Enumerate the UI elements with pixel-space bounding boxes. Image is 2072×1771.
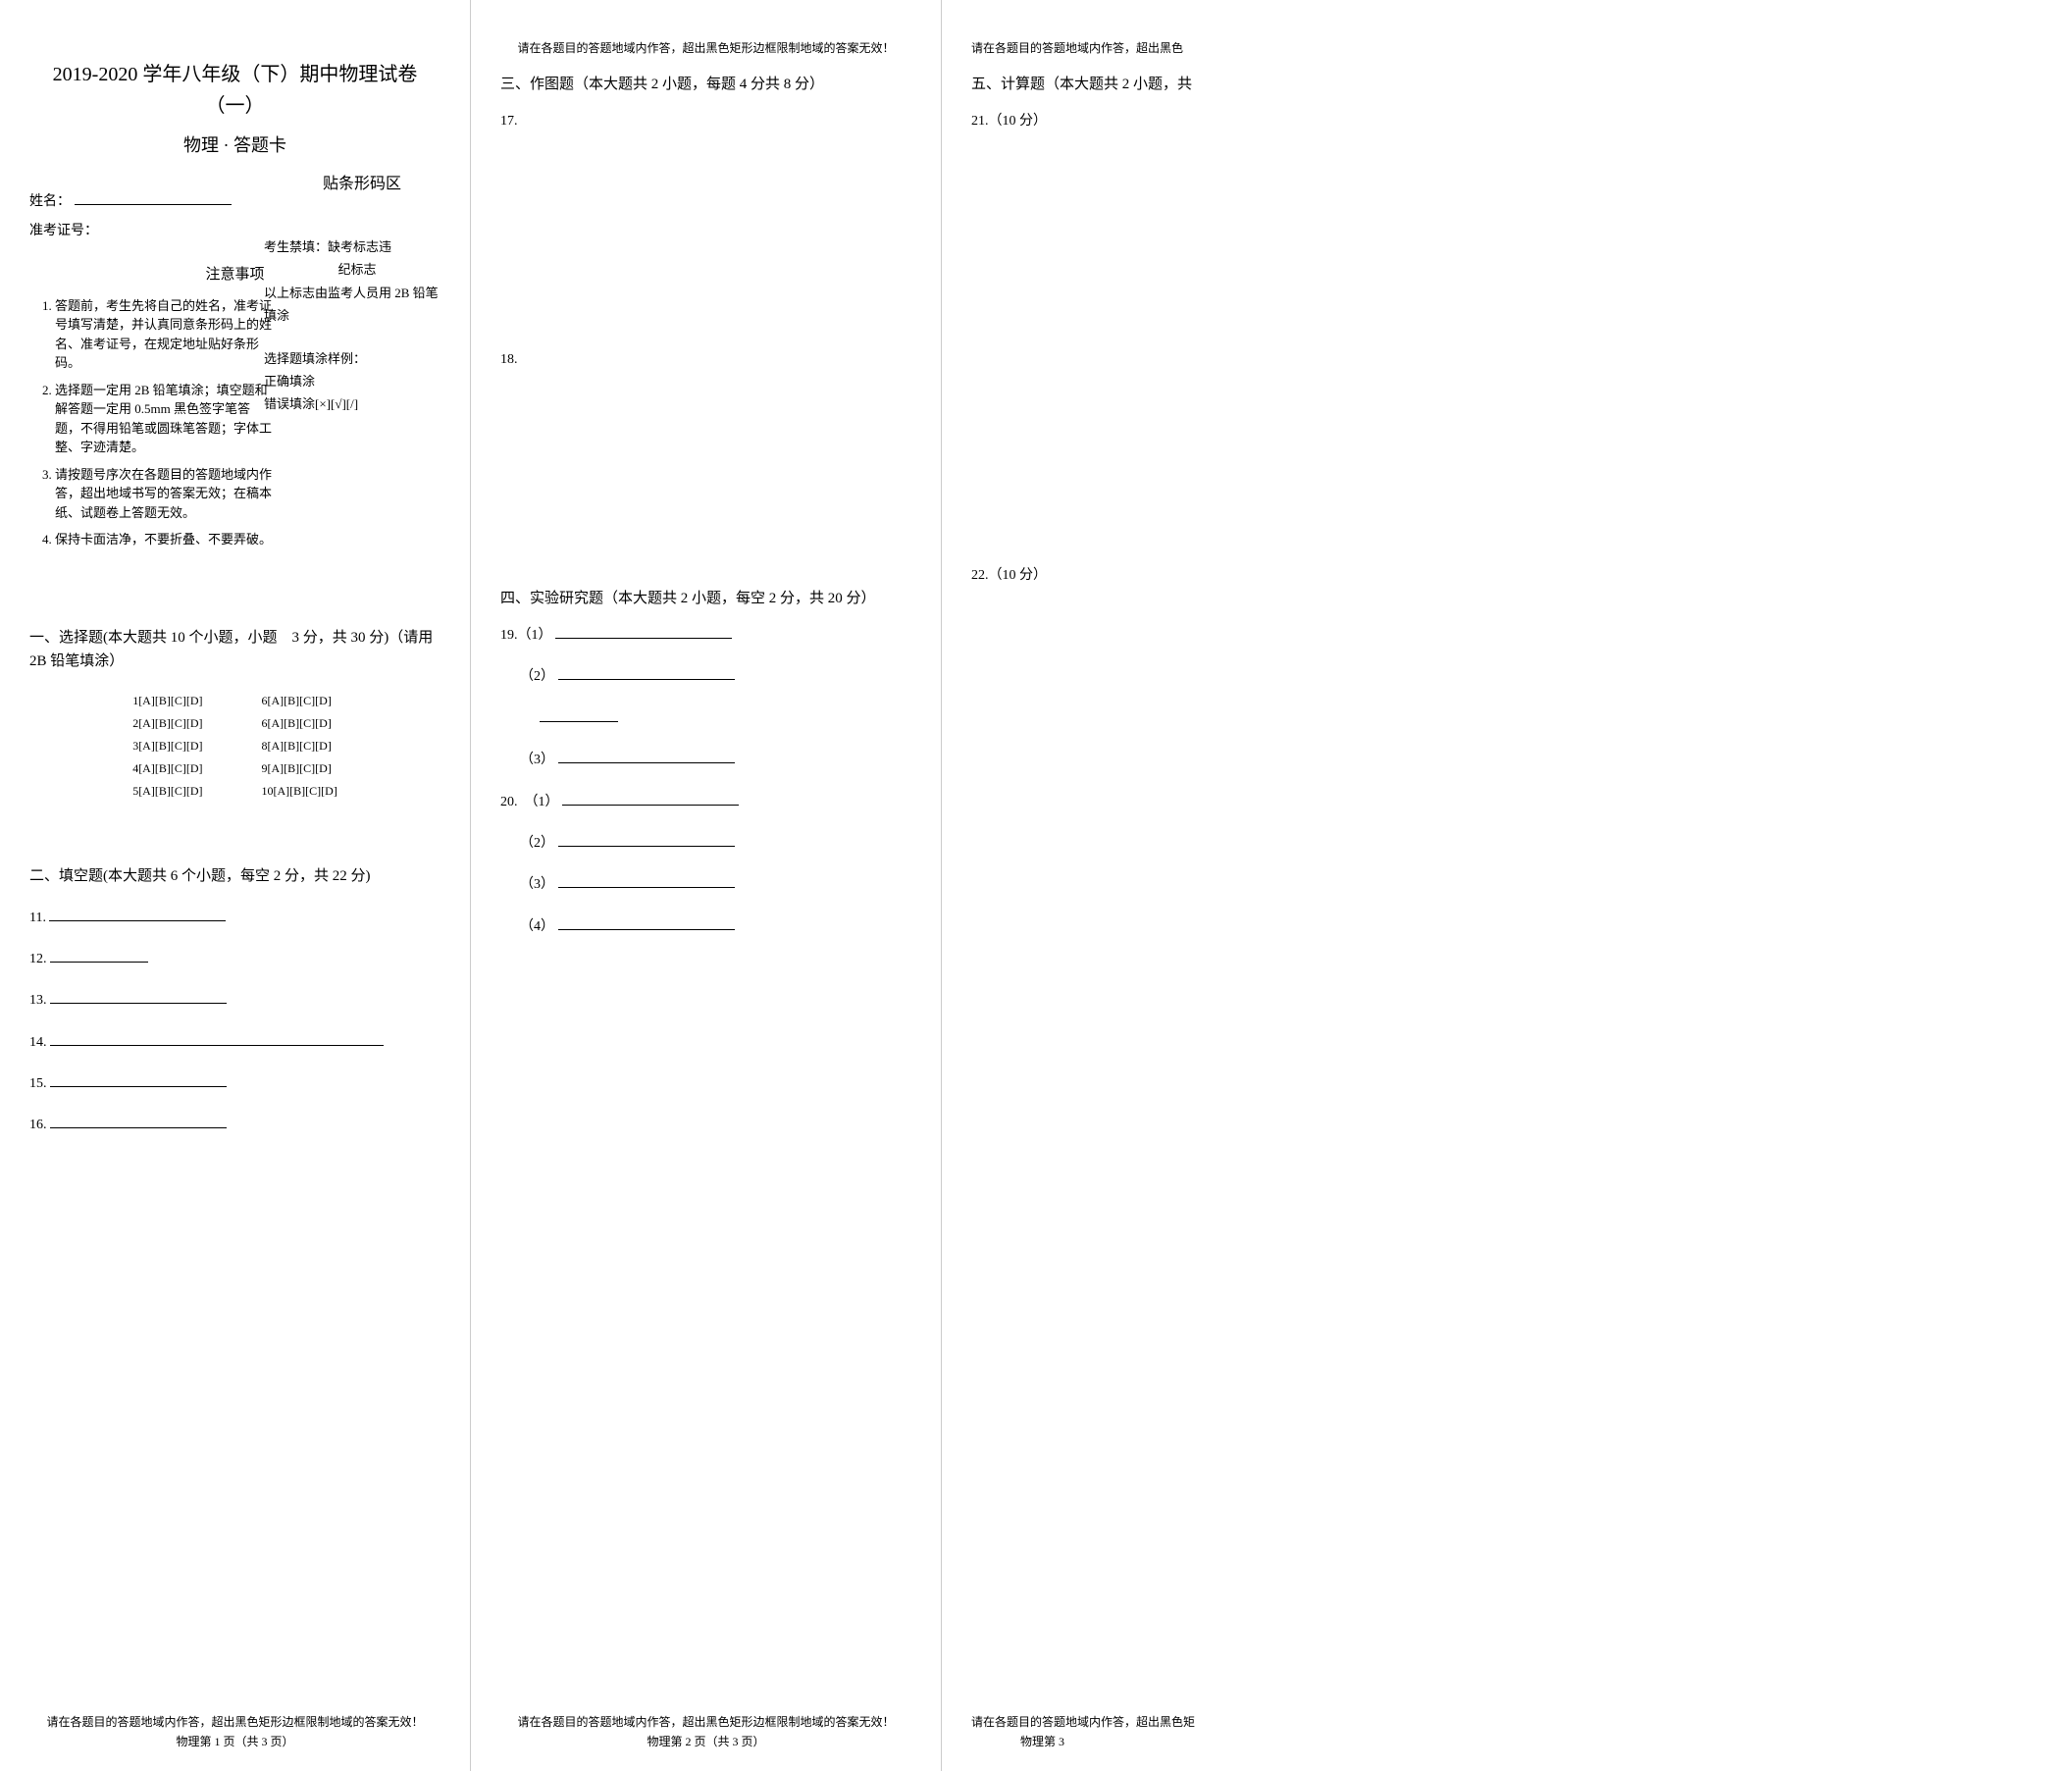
fill-blank[interactable]: [558, 874, 735, 888]
sub-item: （2）: [520, 666, 911, 688]
fill-blank[interactable]: [50, 949, 148, 963]
subtitle: 物理 · 答题卡: [29, 131, 440, 160]
name-label: 姓名：: [29, 194, 71, 209]
main-title: 2019-2020 学年八年级（下）期中物理试卷（一）: [29, 59, 440, 122]
section-1-title: 一、选择题(本大题共 10 个小题，小题 3 分，共 30 分)（请用 2B 铅…: [29, 626, 440, 673]
mc-option[interactable]: 6[A][B][C][D]: [262, 714, 337, 733]
exam-mark-line: 以上标志由监考人员用 2B 铅笔填涂: [264, 282, 450, 328]
exam-mark-line: 选择题填涂样例：: [264, 347, 450, 370]
notice-item: 保持卡面洁净，不要折叠、不要弄破。: [55, 530, 275, 549]
page-1: 2019-2020 学年八年级（下）期中物理试卷（一） 物理 · 答题卡 姓名：…: [0, 0, 471, 1771]
answer-sheet: 2019-2020 学年八年级（下）期中物理试卷（一） 物理 · 答题卡 姓名：…: [0, 0, 2072, 1771]
fill-blank[interactable]: [50, 1032, 384, 1046]
top-warning: 请在各题目的答题地域内作答，超出黑色矩形边框限制地域的答案无效！: [500, 39, 911, 58]
fill-item: 15.: [29, 1073, 440, 1095]
q-num: 15.: [29, 1076, 47, 1091]
page-3: 请在各题目的答题地域内作答，超出黑色 五、计算题（本大题共 2 小题，共 21.…: [942, 0, 1393, 1771]
fill-blank[interactable]: [50, 1115, 227, 1128]
q21-label: 21.（10 分）: [971, 111, 1364, 132]
fill-blank[interactable]: [558, 916, 735, 930]
fill-blank[interactable]: [555, 625, 732, 639]
section-3-title: 三、作图题（本大题共 2 小题，每题 4 分共 8 分）: [500, 73, 911, 96]
section-2-title: 二、填空题(本大题共 6 个小题，每空 2 分，共 22 分): [29, 864, 440, 888]
drawing-area-17[interactable]: [500, 143, 911, 339]
page-number: 物理第 1 页（共 3 页）: [0, 1733, 470, 1751]
bottom-warning: 请在各题目的答题地域内作答，超出黑色矩形边框限制地域的答案无效！: [471, 1713, 941, 1732]
mc-col-left: 1[A][B][C][D] 2[A][B][C][D] 3[A][B][C][D…: [132, 688, 202, 806]
mc-option[interactable]: 9[A][B][C][D]: [262, 759, 337, 778]
q22-label: 22.（10 分）: [971, 565, 1364, 587]
sub-item: [540, 708, 911, 730]
notice-item: 选择题一定用 2B 铅笔填涂；填空题和解答题一定用 0.5mm 黑色签字笔答题，…: [55, 381, 275, 457]
fill-item: 11.: [29, 908, 440, 929]
exam-mark-line: 正确填涂: [264, 370, 450, 392]
sub-item: （3）: [520, 750, 911, 771]
q19-label: 19.（1）: [500, 625, 911, 647]
exam-mark-line: 考生禁填：缺考标志违: [264, 235, 450, 258]
mc-option[interactable]: 1[A][B][C][D]: [132, 692, 202, 710]
q-num: 16.: [29, 1118, 47, 1132]
sub-item: （4）: [520, 916, 911, 938]
q20-label: 20. （1）: [500, 792, 911, 813]
fill-blank[interactable]: [50, 1073, 227, 1087]
barcode-area: 贴条形码区: [284, 172, 440, 197]
calc-area-21[interactable]: [971, 143, 1364, 555]
fill-item: 12.: [29, 949, 440, 970]
mc-grid: 1[A][B][C][D] 2[A][B][C][D] 3[A][B][C][D…: [29, 688, 440, 806]
exam-marks-box: 考生禁填：缺考标志违 纪标志 以上标志由监考人员用 2B 铅笔填涂 选择题填涂样…: [264, 235, 450, 416]
fill-blank[interactable]: [540, 708, 618, 722]
drawing-area-18[interactable]: [500, 381, 911, 577]
mc-option[interactable]: 8[A][B][C][D]: [262, 737, 337, 755]
ticket-label: 准考证号：: [29, 224, 98, 238]
sub-item: （2）: [520, 833, 911, 855]
fill-blank[interactable]: [50, 990, 227, 1004]
fill-item: 14.: [29, 1032, 440, 1054]
fill-item: 13.: [29, 990, 440, 1012]
fill-blank[interactable]: [562, 792, 739, 806]
notice-item: 请按题号序次在各题目的答题地域内作答，超出地域书写的答案无效；在稿本纸、试题卷上…: [55, 465, 275, 523]
barcode-label: 贴条形码区: [323, 176, 401, 192]
mc-col-right: 6[A][B][C][D] 6[A][B][C][D] 8[A][B][C][D…: [262, 688, 337, 806]
q17-label: 17.: [500, 111, 911, 132]
bottom-warning: 请在各题目的答题地域内作答，超出黑色矩形边框限制地域的答案无效！: [0, 1713, 470, 1732]
q-num: 12.: [29, 952, 47, 966]
mc-option[interactable]: 3[A][B][C][D]: [132, 737, 202, 755]
exam-mark-line: 纪标志: [264, 258, 450, 281]
mc-option[interactable]: 10[A][B][C][D]: [262, 782, 337, 801]
section-4-title: 四、实验研究题（本大题共 2 小题，每空 2 分，共 20 分）: [500, 587, 911, 610]
page-number: 物理第 3: [942, 1733, 1393, 1751]
q-num: 14.: [29, 1035, 47, 1050]
q-num: 11.: [29, 911, 46, 925]
fill-item: 16.: [29, 1115, 440, 1136]
notice-item: 答题前，考生先将自己的姓名，准考证号填写清楚，并认真同意条形码上的姓名、准考证号…: [55, 296, 275, 373]
mc-option[interactable]: 4[A][B][C][D]: [132, 759, 202, 778]
mc-option[interactable]: 6[A][B][C][D]: [262, 692, 337, 710]
fill-blank[interactable]: [558, 666, 735, 680]
fill-blank[interactable]: [558, 750, 735, 763]
page-2: 请在各题目的答题地域内作答，超出黑色矩形边框限制地域的答案无效！ 三、作图题（本…: [471, 0, 942, 1771]
section-5-title: 五、计算题（本大题共 2 小题，共: [971, 73, 1364, 96]
q18-label: 18.: [500, 349, 911, 371]
fill-blank[interactable]: [558, 833, 735, 847]
exam-mark-line: 错误填涂[×][√][/]: [264, 392, 450, 415]
fill-blank[interactable]: [49, 908, 226, 921]
page-number: 物理第 2 页（共 3 页）: [471, 1733, 941, 1751]
notice-list: 答题前，考生先将自己的姓名，准考证号填写清楚，并认真同意条形码上的姓名、准考证号…: [29, 296, 275, 549]
mc-option[interactable]: 5[A][B][C][D]: [132, 782, 202, 801]
sub-item: （3）: [520, 874, 911, 896]
name-input-line[interactable]: [75, 189, 232, 205]
mc-option[interactable]: 2[A][B][C][D]: [132, 714, 202, 733]
calc-area-22[interactable]: [971, 597, 1364, 989]
bottom-warning: 请在各题目的答题地域内作答，超出黑色矩: [942, 1713, 1393, 1732]
top-warning: 请在各题目的答题地域内作答，超出黑色: [971, 39, 1364, 58]
q-num: 13.: [29, 993, 47, 1008]
